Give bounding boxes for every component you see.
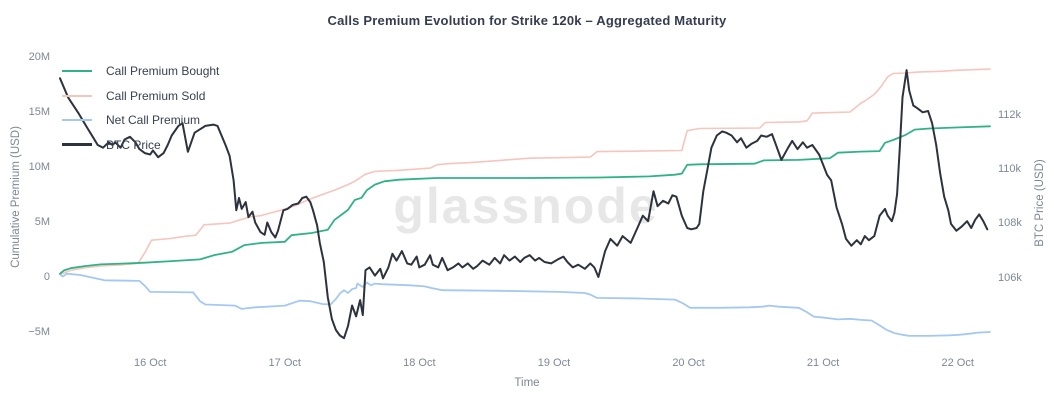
- y-left-tick-0: 0: [43, 270, 50, 283]
- y-left-tick-5M: 5M: [34, 215, 50, 228]
- y-left-tick-−5M: −5M: [28, 325, 50, 338]
- series-net-call-premium[interactable]: [59, 272, 991, 337]
- call-premium-sold-line-swatch-icon: [62, 94, 92, 97]
- legend: Call Premium Bought Call Premium Sold Ne…: [62, 59, 219, 157]
- call-premium-bought-line-swatch-icon: [62, 70, 92, 73]
- y-right-tick-106k: 106k: [998, 271, 1022, 284]
- y-left-tick-20M: 20M: [28, 50, 50, 63]
- legend-item-call-premium-sold[interactable]: Call Premium Sold: [62, 84, 219, 109]
- x-tick-21-oct: 21 Oct: [806, 357, 840, 369]
- legend-item-net-call-premium[interactable]: Net Call Premium: [62, 108, 219, 133]
- x-tick-16-oct: 16 Oct: [133, 357, 167, 369]
- legend-label: Call Premium Sold: [106, 88, 206, 103]
- series-btc-price[interactable]: [59, 69, 989, 340]
- x-tick-18-oct: 18 Oct: [403, 357, 436, 369]
- y-right-tick-112k: 112k: [998, 108, 1022, 121]
- y-right-tick-110k: 110k: [998, 162, 1022, 175]
- legend-label: Net Call Premium: [106, 113, 201, 128]
- y-axis-left-title: Cumulative Premium (USD): [10, 126, 22, 268]
- legend-label: BTC Price: [106, 137, 161, 152]
- x-axis-title: Time: [514, 377, 540, 389]
- chart-title: Calls Premium Evolution for Strike 120k …: [327, 13, 727, 28]
- y-right-tick-108k: 108k: [998, 217, 1022, 230]
- x-tick-19-oct: 19 Oct: [537, 357, 571, 369]
- legend-label: Call Premium Bought: [106, 64, 220, 79]
- legend-item-call-premium-bought[interactable]: Call Premium Bought: [62, 59, 219, 84]
- series-call-premium-sold[interactable]: [59, 68, 991, 276]
- x-tick-20-oct: 20 Oct: [672, 357, 705, 369]
- net-call-premium-line-swatch-icon: [62, 119, 92, 122]
- series-call-premium-bought[interactable]: [59, 125, 991, 275]
- btc-price-line-swatch-icon: [62, 143, 92, 147]
- y-left-tick-15M: 15M: [28, 105, 50, 118]
- x-tick-22-oct: 22 Oct: [941, 357, 974, 369]
- glassnode-watermark: glassnode: [393, 178, 659, 234]
- x-tick-17-oct: 17 Oct: [268, 357, 301, 369]
- y-left-tick-10M: 10M: [28, 160, 50, 173]
- legend-item-btc-price[interactable]: BTC Price: [62, 133, 219, 158]
- y-axis-right-title: BTC Price (USD): [1034, 159, 1046, 247]
